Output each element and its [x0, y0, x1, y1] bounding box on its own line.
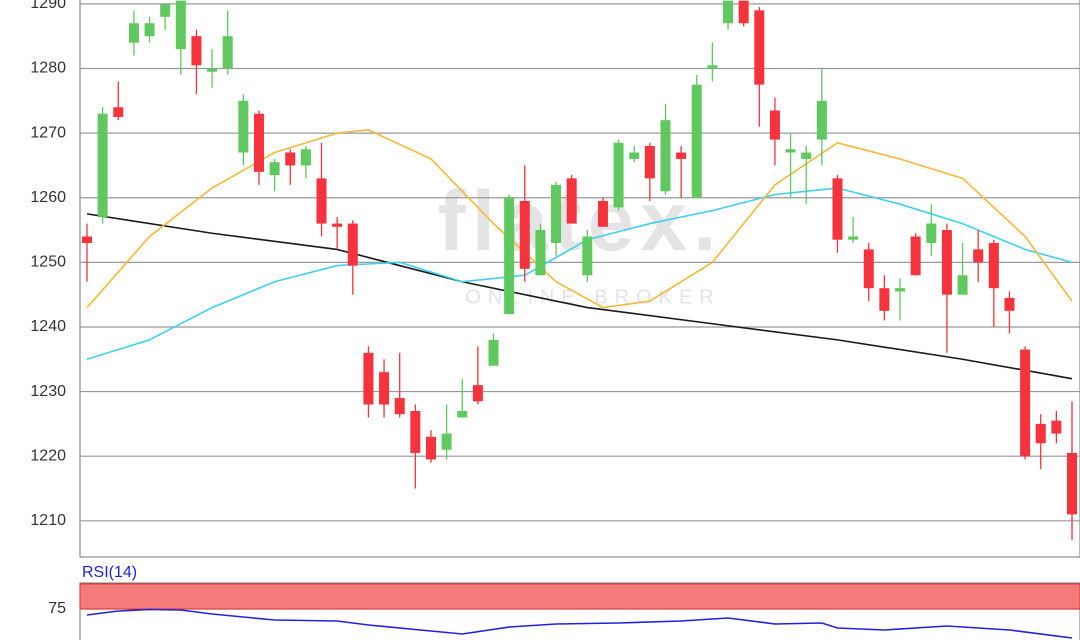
line: [86, 608, 1073, 639]
candle-body: [1004, 297, 1015, 311]
y-tick-label: 1240: [30, 318, 66, 335]
candle-body: [738, 0, 749, 24]
price-panel: [79, 0, 1080, 558]
candle-body: [191, 36, 202, 66]
candle-body: [1067, 452, 1077, 515]
candle-body: [832, 178, 843, 240]
candle-body: [113, 107, 124, 117]
candle-body: [785, 149, 796, 153]
y-tick-label: 1230: [30, 383, 66, 400]
candle-body: [394, 398, 405, 415]
y-tick-label: 1270: [30, 124, 66, 141]
candle-body: [754, 10, 765, 85]
candle-body: [269, 162, 280, 176]
candle-body: [535, 230, 546, 276]
candle-body: [519, 200, 530, 269]
candle-body: [879, 288, 890, 311]
y-tick-label: 1210: [30, 512, 66, 529]
candle-body: [895, 288, 906, 292]
candle-body: [988, 242, 999, 289]
y-tick-label: 1220: [30, 447, 66, 464]
candle-body: [660, 120, 671, 192]
candle-body: [253, 113, 264, 172]
candle-body: [207, 68, 218, 72]
candle-body: [644, 146, 655, 179]
candle-body: [1035, 423, 1046, 444]
candle-body: [441, 433, 452, 450]
candle-body: [816, 100, 827, 140]
candle-body: [613, 142, 624, 208]
candle-body: [82, 236, 92, 243]
candle-body: [425, 436, 436, 460]
candle-body: [941, 230, 952, 295]
candle-body: [957, 275, 968, 295]
candle-body: [238, 100, 249, 153]
candle-body: [566, 178, 577, 224]
candle-body: [347, 223, 358, 266]
candle-body: [582, 236, 593, 276]
candle-body: [1051, 420, 1062, 434]
candle-body: [769, 110, 780, 140]
candle-body: [410, 410, 421, 453]
candle-body: [160, 3, 171, 17]
candle-body: [707, 65, 718, 69]
y-tick-label: 1290: [30, 0, 66, 12]
candle-body: [379, 372, 390, 405]
line: [86, 213, 1073, 380]
y-tick-label: 75: [48, 600, 66, 617]
candle-body: [551, 184, 562, 243]
candle-body: [691, 84, 702, 198]
candle-body: [144, 23, 155, 37]
rsi-title: RSI(14): [82, 564, 137, 581]
candle-body: [926, 223, 937, 243]
candle-body: [973, 249, 984, 263]
watermark: flatex.: [438, 174, 723, 268]
candle-body: [488, 339, 499, 366]
candle-body: [300, 149, 311, 166]
y-tick-label: 1250: [30, 254, 66, 271]
candle-body: [910, 236, 921, 276]
candle-body: [363, 352, 374, 405]
candle-body: [504, 197, 515, 315]
candle-body: [848, 236, 859, 240]
candle-body: [472, 385, 483, 402]
candle-body: [316, 178, 327, 224]
candle-body: [1020, 349, 1031, 457]
watermark-sub: ONLINE BROKER: [465, 286, 720, 308]
band: [79, 583, 1080, 610]
candle-body: [222, 36, 233, 69]
candle-body: [128, 23, 139, 43]
candle-body: [457, 410, 468, 418]
candle-body: [801, 152, 812, 159]
candle-body: [175, 0, 186, 50]
candle-body: [97, 113, 108, 218]
y-tick-label: 1280: [30, 60, 66, 77]
candle-body: [863, 249, 874, 289]
candle-body: [723, 0, 734, 24]
y-tick-label: 1260: [30, 189, 66, 206]
candle-body: [676, 152, 687, 159]
line: [86, 129, 1073, 309]
candle-body: [629, 152, 640, 159]
candle-body: [285, 152, 296, 166]
candle-body: [332, 223, 343, 227]
candle-body: [597, 200, 608, 227]
